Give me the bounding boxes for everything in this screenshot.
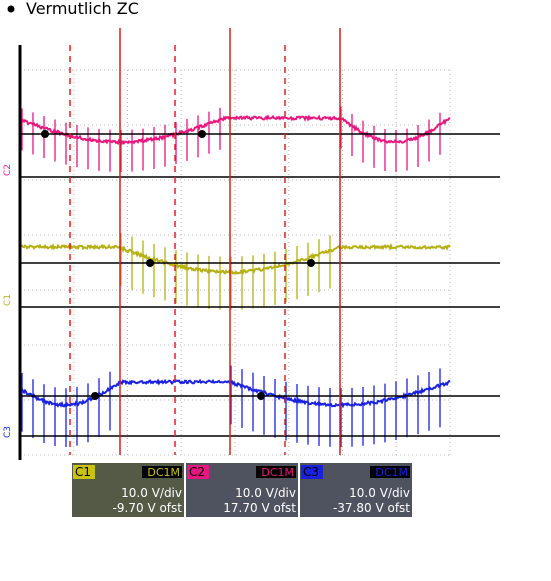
coupling: DC1M: [261, 466, 294, 479]
trace: [20, 246, 450, 274]
bullet: [8, 6, 15, 13]
title: Vermutlich ZC: [26, 0, 139, 18]
coupling: DC1M: [375, 466, 408, 479]
scale: 10.0 V/div: [235, 486, 296, 500]
channel-name: C3: [303, 465, 319, 479]
offset: -9.70 V ofst: [113, 501, 183, 515]
scale: 10.0 V/div: [121, 486, 182, 500]
channel-name: C1: [75, 465, 91, 479]
channel-side-label: C1: [3, 294, 13, 306]
offset: -37.80 V ofst: [333, 501, 410, 515]
channel-side-label: C3: [3, 426, 13, 438]
channel-name: C2: [189, 465, 205, 479]
scale: 10.0 V/div: [349, 486, 410, 500]
crossing-dot: [41, 130, 49, 138]
coupling: DC1M: [147, 466, 180, 479]
crossing-dot: [91, 392, 99, 400]
channel-info: C1 DC1M10.0 V/div-9.70 V ofstC2 DC1M10.0 V…: [72, 463, 412, 517]
crossing-dot: [146, 259, 154, 267]
crossing-dot: [198, 130, 206, 138]
offset: 17.70 V ofst: [223, 501, 296, 515]
crossing-dot: [307, 259, 315, 267]
crossing-dot: [257, 392, 265, 400]
channel-side-label: C2: [3, 164, 13, 176]
